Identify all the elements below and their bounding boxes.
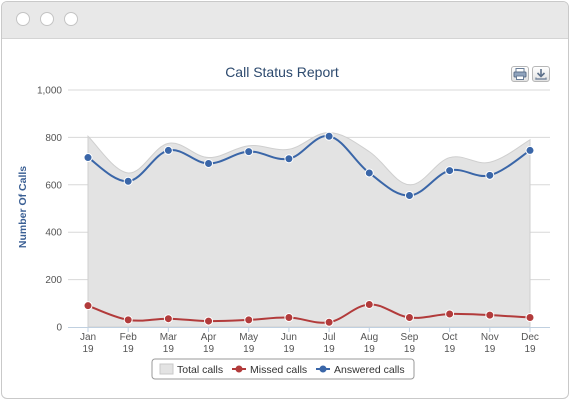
close-window-button[interactable] xyxy=(16,12,30,26)
printer-icon xyxy=(513,68,527,80)
print-chart-button[interactable] xyxy=(511,66,529,82)
window-titlebar xyxy=(2,2,568,39)
download-chart-button[interactable] xyxy=(532,66,550,82)
download-icon xyxy=(535,69,547,80)
minimize-window-button[interactable] xyxy=(40,12,54,26)
maximize-window-button[interactable] xyxy=(64,12,78,26)
